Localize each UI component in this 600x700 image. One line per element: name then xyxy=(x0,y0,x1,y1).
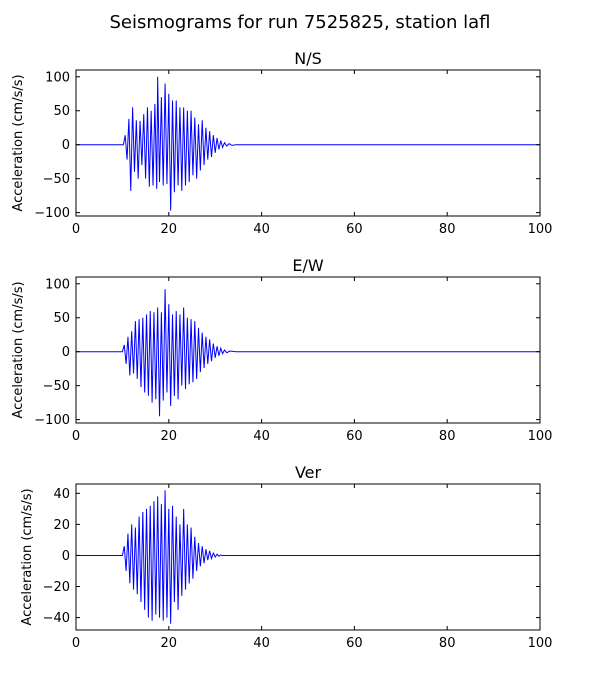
panel-2-series-1-line xyxy=(76,289,540,417)
panel-3-series-1-line xyxy=(76,490,540,624)
panel-3-axes-frame xyxy=(75,483,541,631)
panel-1-x-tick-label: 0 xyxy=(72,222,80,237)
panel-2-x-tick-label: 20 xyxy=(161,429,178,444)
panel-3-y-axis-label: Acceleration (cm/s/s) xyxy=(20,488,35,625)
panel-3-y-tick-label: 0 xyxy=(62,549,70,564)
panel-2-y-tick-label: 100 xyxy=(45,277,70,292)
panel-3-x-tick-label: 20 xyxy=(161,636,178,651)
panel-1-series-1-line xyxy=(76,76,540,211)
panel-1-y-tick-label: −100 xyxy=(34,206,70,221)
panel-2-x-tick-label: 100 xyxy=(528,429,553,444)
panel-1-x-tick-label: 20 xyxy=(161,222,178,237)
panel-1-x-tick-label: 40 xyxy=(253,222,270,237)
panel-1-y-tick-label: 0 xyxy=(62,138,70,153)
panel-3-x-tick-label: 60 xyxy=(346,636,363,651)
panel-1-title: N/S xyxy=(294,49,322,68)
panel-1-x-tick-label: 100 xyxy=(528,222,553,237)
panel-1-x-tick-label: 80 xyxy=(439,222,456,237)
panel-3-x-tick-label: 100 xyxy=(528,636,553,651)
panel-1-y-tick-label: 100 xyxy=(45,70,70,85)
panel-2-y-tick-label: −50 xyxy=(43,379,70,394)
panel-2-x-tick-label: 80 xyxy=(439,429,456,444)
panel-3-x-tick-label: 80 xyxy=(439,636,456,651)
panel-1-x-tick-label: 60 xyxy=(346,222,363,237)
panel-2: 0 20 40 60 80 100 −100 −50 0 50 100 E/W Acceleration… xyxy=(11,256,552,444)
panel-1: 0 20 40 60 80 100 −100 −50 0 50 100 N/S Acceleration… xyxy=(11,49,552,237)
panel-1-y-tick-label: −50 xyxy=(43,172,70,187)
panel-3-x-tick-label: 0 xyxy=(72,636,80,651)
panel-2-title: E/W xyxy=(292,256,324,275)
panel-2-y-tick-label: 50 xyxy=(53,311,70,326)
panel-2-y-tick-label: 0 xyxy=(62,345,70,360)
panel-3: 0 20 40 60 80 100 −40 −20 0 20 40 Ver Acceleration (… xyxy=(20,463,552,651)
panel-3-y-tick-label: 40 xyxy=(53,487,70,502)
figure-title: Seismograms for run 7525825, station laf… xyxy=(109,12,491,33)
panel-1-y-axis-label: Acceleration (cm/s/s) xyxy=(11,74,26,211)
panel-1-axes-frame xyxy=(75,69,541,217)
panel-2-y-axis-label: Acceleration (cm/s/s) xyxy=(11,281,26,418)
panel-3-y-tick-label: 20 xyxy=(53,518,70,533)
panel-3-x-tick-label: 40 xyxy=(253,636,270,651)
panel-2-x-tick-label: 0 xyxy=(72,429,80,444)
panel-3-y-tick-label: −20 xyxy=(43,580,70,595)
panel-2-x-tick-label: 40 xyxy=(253,429,270,444)
panel-1-y-tick-label: 50 xyxy=(53,104,70,119)
panel-2-x-tick-label: 60 xyxy=(346,429,363,444)
panel-3-title: Ver xyxy=(295,463,322,482)
panel-2-y-tick-label: −100 xyxy=(34,413,70,428)
panel-2-axes-frame xyxy=(75,276,541,424)
panel-3-y-tick-label: −40 xyxy=(43,611,70,626)
